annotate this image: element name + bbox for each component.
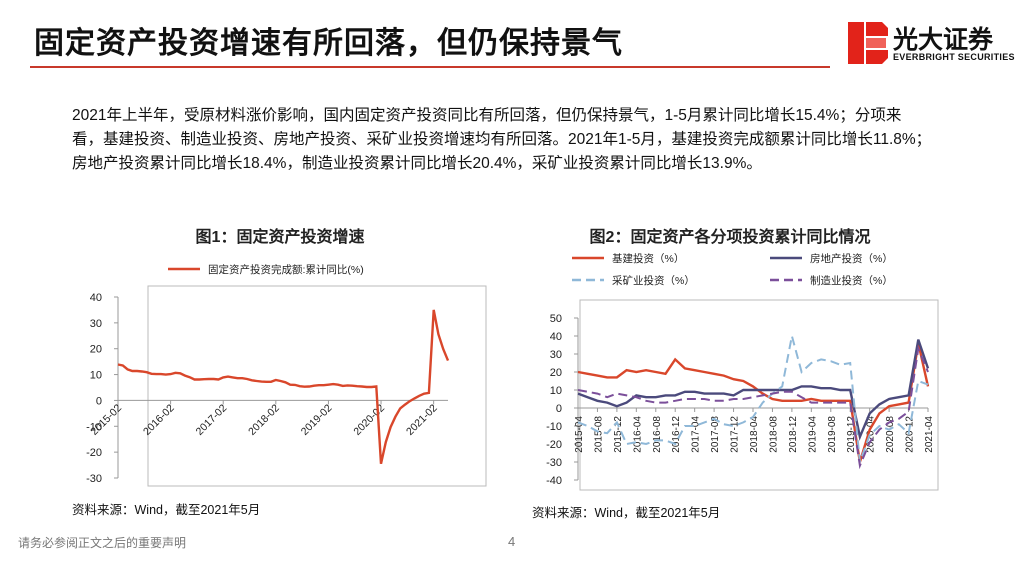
x-tick-label: 2018-02 [246, 402, 282, 438]
series-line [577, 344, 929, 470]
y-tick-label: 0 [96, 395, 102, 407]
logo-mark [848, 22, 888, 64]
y-tick-label: 20 [550, 367, 562, 379]
x-tick-label: 2015-02 [88, 402, 124, 438]
legend-label: 采矿业投资（%） [612, 274, 695, 287]
y-tick-label: 40 [90, 292, 102, 304]
x-tick-label: 2018-04 [749, 416, 760, 453]
x-tick-label: 2019-08 [827, 416, 838, 453]
x-tick-label: 2020-08 [885, 416, 896, 453]
y-tick-label: 40 [550, 331, 562, 343]
x-tick-label: 2017-02 [194, 402, 230, 438]
x-tick-label: 2016-04 [632, 416, 643, 453]
series-line [577, 339, 930, 441]
y-tick-label: -10 [546, 421, 562, 433]
y-tick-label: -20 [546, 439, 562, 451]
x-tick-label: 2020-04 [866, 416, 877, 453]
x-tick-label: 2021-04 [924, 416, 935, 453]
y-tick-label: 20 [90, 344, 102, 356]
y-tick-label: -10 [86, 421, 102, 433]
y-tick-label: 10 [550, 385, 562, 397]
y-tick-label: -20 [86, 447, 102, 459]
y-tick-label: 0 [556, 403, 562, 415]
y-tick-label: 50 [550, 313, 562, 325]
x-tick-label: 2020-12 [905, 416, 916, 453]
plot-frame [147, 285, 487, 487]
chart-title: 图2：固定资产各分项投资累计同比情况 [590, 227, 871, 246]
y-tick-label: -40 [546, 475, 562, 487]
legend-label: 制造业投资（%） [810, 274, 893, 287]
y-tick-label: 30 [550, 349, 562, 361]
x-tick-label: 2019-04 [807, 416, 818, 453]
x-tick-label: 2015-12 [613, 416, 624, 453]
x-tick-label: 2016-08 [652, 416, 663, 453]
x-tick-label: 2018-12 [788, 416, 799, 453]
page-number: 4 [508, 534, 516, 549]
y-tick-label: 10 [90, 370, 102, 382]
legend-label: 固定资产投资完成额:累计同比(%) [208, 263, 364, 276]
legend-label: 基建投资（%） [612, 252, 684, 265]
series-line [577, 335, 929, 463]
y-tick-label: -30 [86, 473, 102, 485]
series-line [577, 342, 930, 463]
x-tick-label: 2017-12 [730, 416, 741, 453]
x-tick-label: 2017-04 [691, 416, 702, 453]
body-text: 2021年上半年，受原材料涨价影响，国内固定资产投资同比有所回落，但仍保持景气，… [72, 107, 932, 172]
x-tick-label: 2015-04 [574, 416, 585, 453]
chart-title: 图1：固定资产投资增速 [196, 227, 365, 246]
x-tick-label: 2021-02 [404, 402, 440, 438]
x-tick-label: 2018-08 [768, 416, 779, 453]
x-tick-label: 2019-12 [846, 416, 857, 453]
legend-label: 房地产投资（%） [810, 252, 893, 265]
x-tick-label: 2019-02 [299, 402, 335, 438]
plot-frame [579, 299, 939, 491]
x-tick-label: 2016-12 [671, 416, 682, 453]
x-tick-label: 2017-08 [710, 416, 721, 453]
series-line [117, 309, 450, 465]
x-tick-label: 2016-02 [141, 402, 177, 438]
y-tick-label: -30 [546, 457, 562, 469]
x-tick-label: 2020-02 [351, 402, 387, 438]
title-rule [30, 66, 830, 68]
source-note: 资料来源：Wind，截至2021年5月 [72, 503, 260, 517]
logo-subtext: EVERBRIGHT SECURITIES [893, 52, 1015, 62]
source-note: 资料来源：Wind，截至2021年5月 [532, 506, 720, 520]
disclaimer: 请务必参阅正文之后的重要声明 [18, 536, 187, 550]
logo-text: 光大证券 [893, 26, 994, 54]
x-tick-label: 2015-08 [593, 416, 604, 453]
slide-title: 固定资产投资增速有所回落，但仍保持景气 [34, 27, 623, 60]
y-tick-label: 30 [90, 318, 102, 330]
